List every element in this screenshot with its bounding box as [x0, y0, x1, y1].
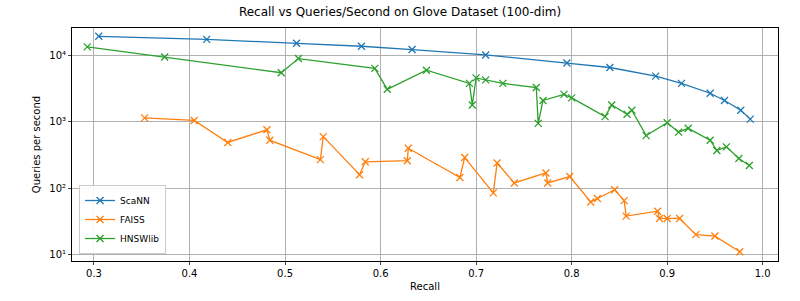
- svg-text:10³: 10³: [49, 116, 66, 127]
- svg-text:0.6: 0.6: [373, 268, 389, 279]
- svg-text:ScaNN: ScaNN: [120, 196, 150, 206]
- svg-text:Recall: Recall: [410, 281, 440, 292]
- svg-text:0.3: 0.3: [86, 268, 102, 279]
- svg-text:HNSWlib: HNSWlib: [120, 234, 159, 244]
- svg-text:10¹: 10¹: [49, 249, 66, 260]
- svg-text:0.9: 0.9: [659, 268, 675, 279]
- svg-text:10²: 10²: [49, 183, 66, 194]
- svg-text:Queries per second: Queries per second: [31, 96, 42, 193]
- svg-text:0.5: 0.5: [277, 268, 293, 279]
- svg-text:1.0: 1.0: [755, 268, 771, 279]
- svg-text:0.4: 0.4: [182, 268, 198, 279]
- svg-text:FAISS: FAISS: [120, 215, 145, 225]
- svg-text:10⁴: 10⁴: [49, 50, 66, 61]
- svg-text:0.7: 0.7: [468, 268, 484, 279]
- svg-text:Recall vs Queries/Second on Gl: Recall vs Queries/Second on Glove Datase…: [239, 5, 561, 19]
- svg-text:0.8: 0.8: [564, 268, 580, 279]
